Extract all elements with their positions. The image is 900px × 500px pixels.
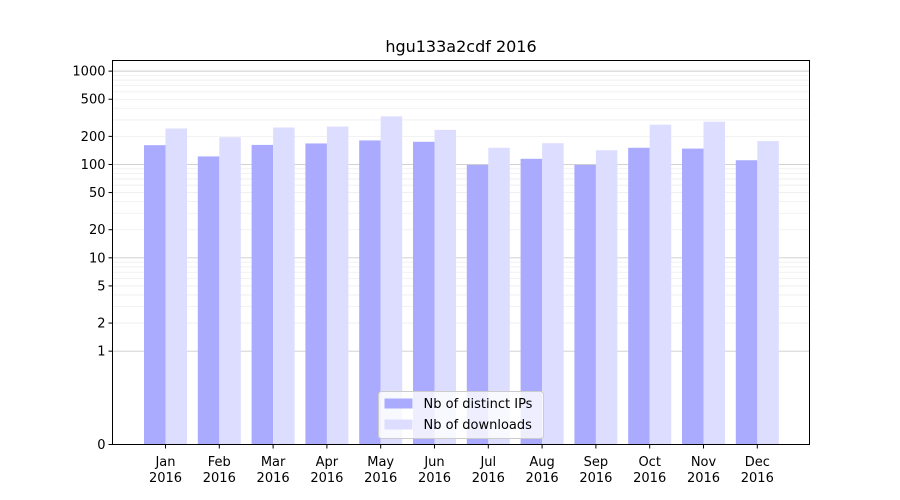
x-tick-label-year: 2016 <box>633 471 666 486</box>
x-tick-label-month: Jul <box>479 455 496 470</box>
bar-distinct-ips <box>735 160 758 445</box>
bar-distinct-ips <box>197 156 220 445</box>
bar-downloads <box>273 127 295 445</box>
bar-distinct-ips <box>628 147 650 445</box>
y-tick-label: 1 <box>97 345 105 360</box>
bar-downloads <box>649 124 672 445</box>
bar-downloads <box>703 121 725 445</box>
x-tick-label-month: Jun <box>423 455 444 470</box>
bar-distinct-ips <box>359 140 381 445</box>
x-tick-label-year: 2016 <box>741 471 774 486</box>
x-tick-label-month: Nov <box>691 455 717 470</box>
chart-title: hgu133a2cdf 2016 <box>385 37 536 56</box>
x-tick-label-month: Jan <box>154 455 175 470</box>
x-tick-label-year: 2016 <box>364 471 397 486</box>
x-tick-label-year: 2016 <box>418 471 451 486</box>
x-tick-label-year: 2016 <box>149 471 182 486</box>
y-tick-label: 200 <box>81 130 106 145</box>
y-tick-label: 50 <box>89 186 106 201</box>
x-tick-label-month: Aug <box>529 455 554 470</box>
bar-downloads <box>757 141 779 445</box>
x-tick-label-month: May <box>367 455 394 470</box>
x-tick-label-month: Sep <box>584 455 609 470</box>
y-tick-label: 500 <box>81 93 106 108</box>
bar-distinct-ips <box>413 141 435 445</box>
bar-distinct-ips <box>574 164 596 445</box>
y-tick-label: 2 <box>97 317 105 332</box>
bar-downloads <box>165 128 187 445</box>
bar-downloads <box>380 116 403 445</box>
x-tick-label-month: Oct <box>638 455 660 470</box>
bar-distinct-ips <box>466 164 489 445</box>
x-tick-label-year: 2016 <box>310 471 343 486</box>
bar-distinct-ips <box>520 158 543 445</box>
plot-frame <box>112 60 810 445</box>
legend-label: Nb of distinct IPs <box>424 397 533 412</box>
y-tick-label: 100 <box>81 158 106 173</box>
bar-downloads <box>595 150 618 445</box>
x-axis: Jan2016Feb2016Mar2016Apr2016May2016Jun20… <box>149 444 774 486</box>
bar-downloads <box>434 129 456 445</box>
bars <box>144 116 779 445</box>
x-tick-label-year: 2016 <box>257 471 290 486</box>
legend-box <box>378 391 544 439</box>
y-tick-label: 10 <box>89 251 106 266</box>
x-tick-label-month: Feb <box>208 455 231 470</box>
y-tick-label: 5 <box>97 279 105 294</box>
x-tick-label-month: Dec <box>745 455 770 470</box>
bar-downloads <box>219 137 241 445</box>
bar-distinct-ips <box>251 144 274 445</box>
x-tick-label-year: 2016 <box>472 471 505 486</box>
x-tick-label-year: 2016 <box>687 471 720 486</box>
x-tick-label-year: 2016 <box>526 471 559 486</box>
bar-downloads <box>542 143 564 445</box>
legend-swatch <box>384 398 413 409</box>
bar-distinct-ips <box>305 143 327 445</box>
bar-downloads <box>326 126 349 445</box>
x-tick-label-month: Apr <box>316 455 339 470</box>
y-tick-label: 0 <box>97 438 105 453</box>
y-axis: 0 1 2 5 10 20 50 100 200 500 1000 <box>72 65 113 453</box>
bar-distinct-ips <box>682 148 704 445</box>
bar-distinct-ips <box>144 145 166 445</box>
x-tick-label-month: Mar <box>261 455 286 470</box>
legend-swatch <box>384 419 413 430</box>
x-tick-label-year: 2016 <box>579 471 612 486</box>
y-tick-label: 1000 <box>72 65 105 80</box>
x-tick-label-year: 2016 <box>203 471 236 486</box>
legend-label: Nb of downloads <box>424 418 533 433</box>
legend: Nb of distinct IPs Nb of downloads <box>378 391 544 439</box>
bar-downloads <box>488 147 510 445</box>
y-tick-label: 20 <box>89 223 106 238</box>
